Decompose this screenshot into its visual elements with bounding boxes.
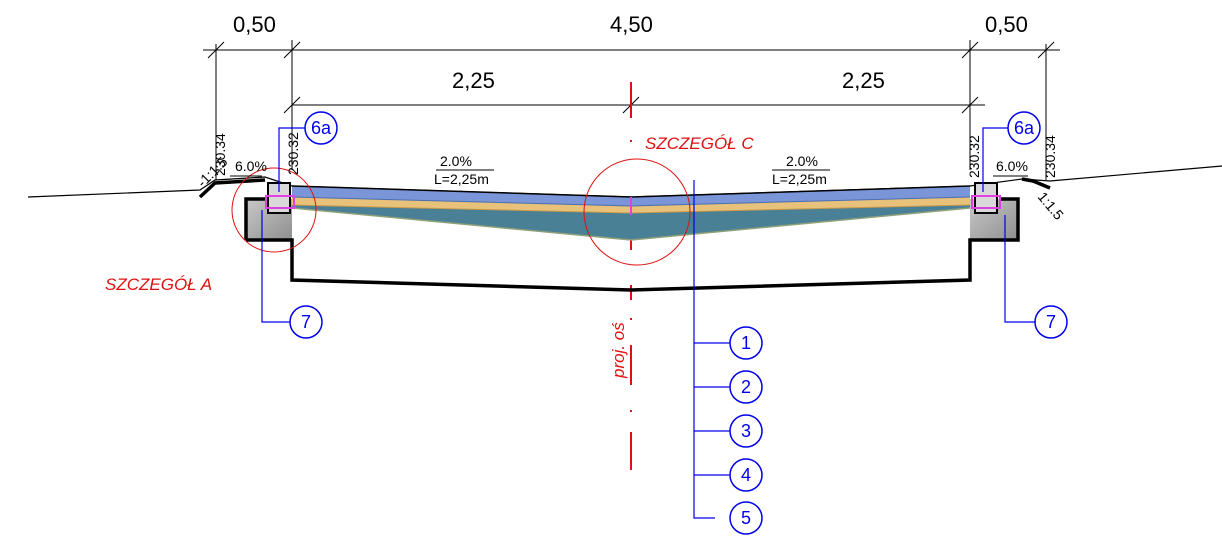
callout-leaders — [261, 127, 1035, 519]
layer-callouts: 1 2 3 4 5 — [729, 326, 763, 535]
slope-left-shoulder: 6.0% — [235, 158, 267, 174]
slope-right-shoulder: 6.0% — [996, 158, 1028, 174]
callout-label: 6a — [311, 118, 332, 138]
callout-label: 3 — [741, 421, 751, 441]
slope-left-cross: 2.0% — [440, 153, 472, 169]
callout-circle — [729, 501, 763, 535]
elevation-left-outer: 230.34 — [212, 133, 228, 176]
dimension-total-width: 4,50 — [610, 12, 653, 37]
layer-callout-2: 2 — [729, 370, 763, 404]
elevation-right-outer: 230.34 — [1042, 135, 1058, 178]
pavement-layers — [291, 186, 971, 241]
slope-left-length: L=2,25m — [434, 171, 489, 187]
callout-label: 1 — [741, 333, 751, 353]
callout-circle — [729, 370, 763, 404]
callout-circle — [1007, 111, 1041, 145]
callout-7-left: 7 — [289, 305, 323, 339]
callout-7-right: 7 — [1034, 305, 1068, 339]
detail-a-circle — [231, 167, 317, 253]
layer-callout-4: 4 — [729, 458, 763, 492]
callout-6a-right: 6a — [1007, 111, 1041, 145]
callout-circle — [289, 305, 323, 339]
layer-callout-3: 3 — [729, 414, 763, 448]
elevation-right-inner: 230.32 — [966, 135, 982, 178]
slope-right-cross: 2.0% — [786, 153, 818, 169]
layer-callout-1: 1 — [729, 326, 763, 360]
callout-circle — [729, 326, 763, 360]
callout-label: 6a — [1014, 118, 1035, 138]
detail-c-label: SZCZEGÓŁ C — [645, 134, 754, 153]
callout-6a-left: 6a — [304, 111, 338, 145]
callout-label: 2 — [741, 377, 751, 397]
slope-right-embankment: 1:1.5 — [1035, 189, 1067, 223]
dimension-left-width: 0,50 — [233, 12, 276, 37]
axis-label: proj. oś — [609, 322, 628, 379]
layer-callout-5: 5 — [729, 501, 763, 535]
callout-label: 7 — [301, 312, 311, 332]
dimension-right-half: 2,25 — [842, 68, 885, 93]
slope-right-length: L=2,25m — [772, 171, 827, 187]
dimension-left-half: 2,25 — [452, 68, 495, 93]
detail-a-label: SZCZEGÓŁ A — [105, 275, 212, 294]
callout-label: 5 — [741, 508, 751, 528]
callout-circle — [304, 111, 338, 145]
dimension-lines — [203, 40, 1060, 180]
callout-circle — [1034, 305, 1068, 339]
detail-c-circle — [583, 158, 691, 266]
callout-circle — [729, 458, 763, 492]
elevation-left-inner: 230.32 — [285, 132, 301, 175]
callout-circle — [729, 414, 763, 448]
callout-label: 7 — [1046, 312, 1056, 332]
dimension-right-width: 0,50 — [985, 12, 1028, 37]
callout-label: 4 — [741, 465, 751, 485]
